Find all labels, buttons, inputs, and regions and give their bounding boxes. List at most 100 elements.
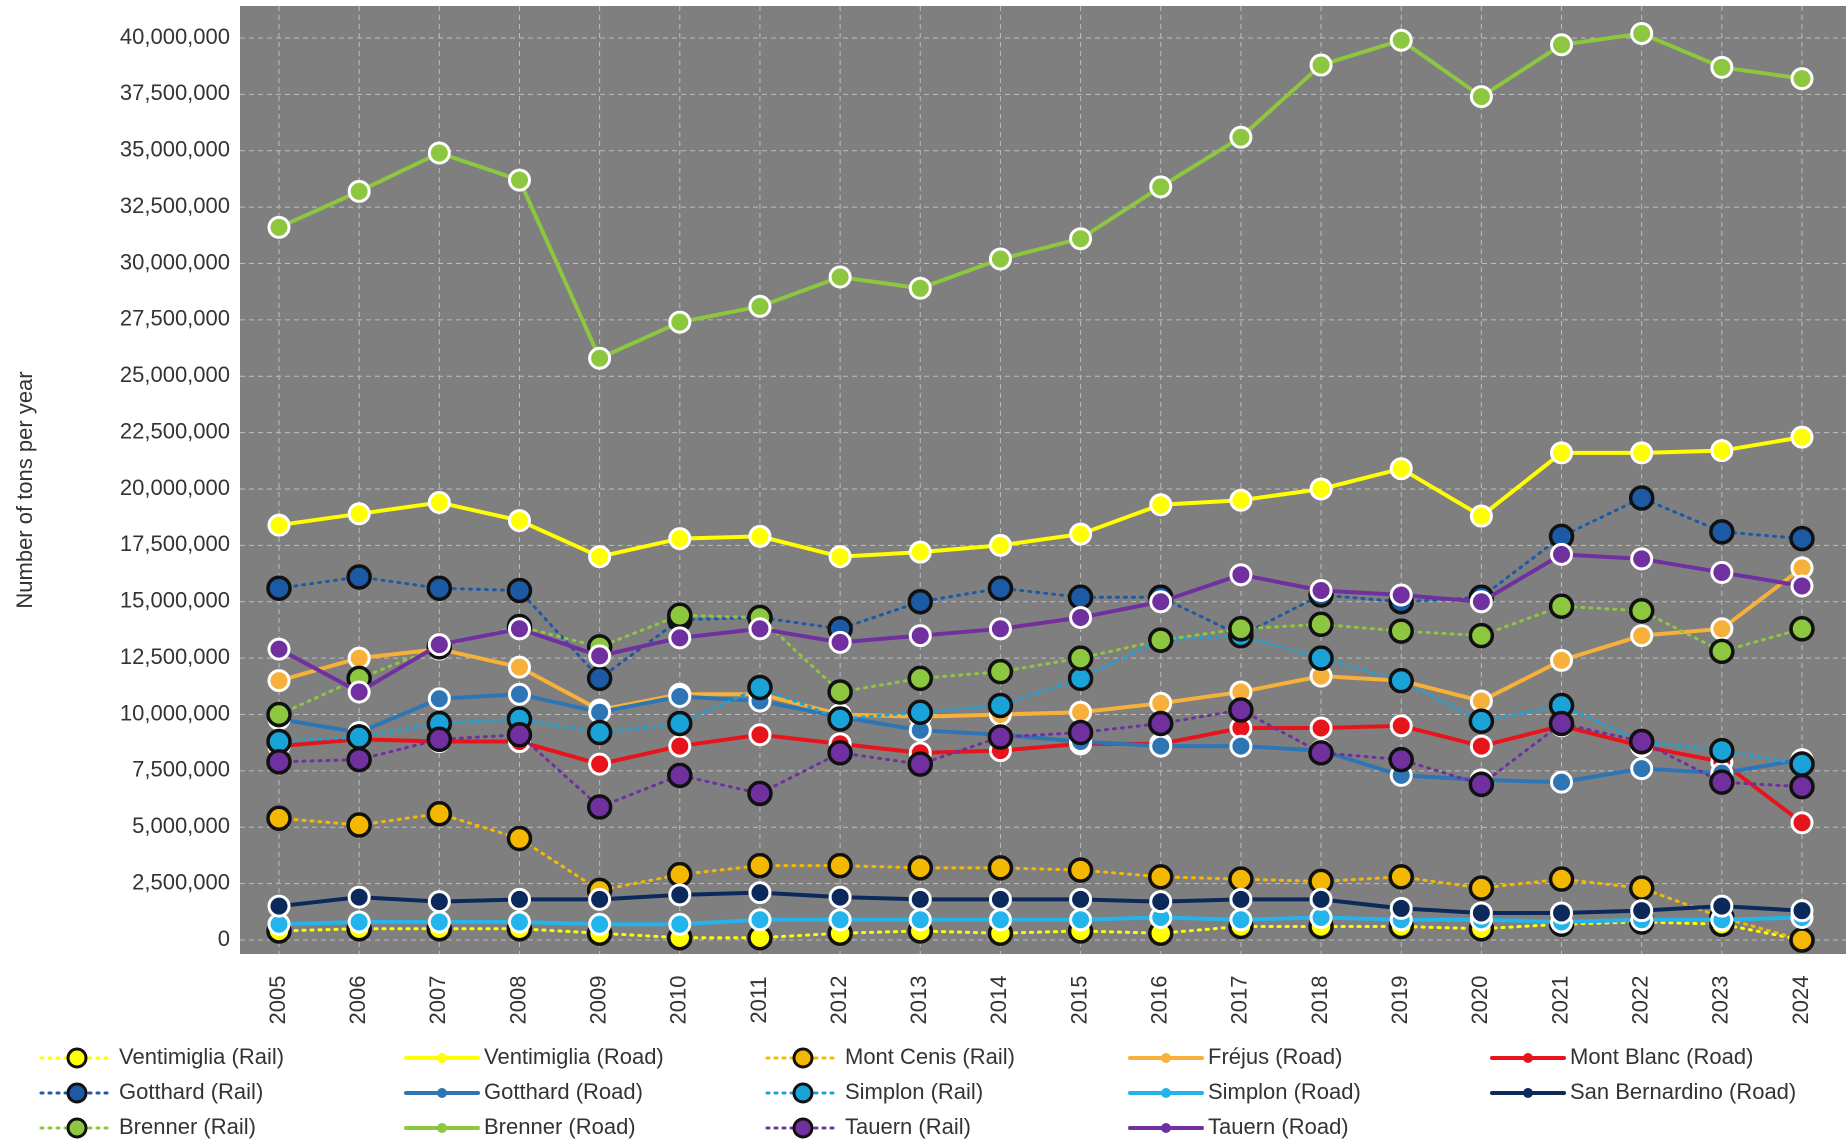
- rail-marker: [426, 575, 453, 601]
- road-marker: [1469, 590, 1493, 614]
- road-marker: [347, 179, 371, 203]
- rail-marker: [506, 825, 533, 852]
- road-marker: [668, 310, 692, 334]
- road-marker: [588, 644, 612, 668]
- road-marker: [1469, 85, 1493, 109]
- road-marker: [347, 646, 371, 670]
- road-marker: [988, 247, 1012, 271]
- rail-marker: [1228, 616, 1254, 642]
- y-tick-label: 0: [218, 926, 230, 951]
- x-tick-label: 2010: [666, 976, 691, 1025]
- legend-marker: [437, 1123, 447, 1133]
- rail-marker: [747, 674, 773, 701]
- road-marker: [507, 910, 531, 934]
- x-tick-label: 2020: [1467, 976, 1492, 1025]
- rail-marker: [1628, 875, 1655, 901]
- rail-marker: [426, 800, 453, 827]
- road-marker: [267, 894, 291, 918]
- legend-marker: [66, 1082, 88, 1104]
- road-marker: [427, 633, 451, 657]
- legend-label: Gotthard (Rail): [119, 1079, 263, 1104]
- series-line: [277, 812, 1804, 942]
- road-marker: [507, 682, 531, 706]
- road-marker: [267, 513, 291, 537]
- road-marker: [1309, 477, 1333, 501]
- rail-marker: [506, 722, 533, 748]
- road-marker: [748, 617, 772, 641]
- road-marker: [1229, 125, 1253, 149]
- rail-marker: [426, 726, 453, 753]
- legend-label: Ventimiglia (Road): [484, 1044, 664, 1069]
- road-marker: [1469, 689, 1493, 713]
- road-marker: [828, 545, 852, 569]
- rail-marker: [1147, 710, 1174, 737]
- y-tick-label: 17,500,000: [120, 531, 230, 556]
- road-marker: [1790, 425, 1814, 449]
- road-marker: [828, 885, 852, 909]
- series: [266, 593, 1815, 728]
- rail-marker: [266, 575, 292, 601]
- rail-marker: [1548, 710, 1575, 737]
- road-marker: [1069, 522, 1093, 546]
- road-marker: [588, 700, 612, 724]
- rail-marker: [907, 751, 934, 777]
- rail-marker: [1388, 746, 1414, 773]
- road-marker: [427, 890, 451, 914]
- series: [267, 542, 1814, 704]
- road-marker: [1630, 21, 1654, 45]
- road-marker: [1550, 441, 1574, 465]
- rail-marker: [1147, 627, 1174, 653]
- road-marker: [507, 168, 531, 192]
- road-marker: [1389, 896, 1413, 920]
- y-axis-label: Number of tons per year: [12, 371, 37, 608]
- road-marker: [1229, 563, 1253, 587]
- road-marker: [267, 215, 291, 239]
- rail-marker: [1789, 751, 1815, 777]
- road-marker: [347, 680, 371, 704]
- road-marker: [828, 265, 852, 289]
- road-marker: [828, 908, 852, 932]
- rail-marker: [1388, 864, 1414, 890]
- rail-marker: [1628, 728, 1655, 755]
- road-marker: [588, 545, 612, 569]
- road-marker: [1229, 488, 1253, 512]
- plot-background: [240, 6, 1846, 954]
- series-line: [277, 552, 1804, 695]
- rail-marker: [667, 762, 693, 789]
- rail-marker: [907, 699, 934, 725]
- road-marker: [988, 533, 1012, 557]
- legend-marker: [1161, 1123, 1171, 1133]
- x-tick-label: 2006: [345, 976, 370, 1025]
- rail-marker: [1067, 584, 1094, 610]
- legend-marker: [66, 1047, 88, 1069]
- road-marker: [908, 540, 932, 564]
- road-marker: [1469, 901, 1493, 925]
- road-marker: [1550, 542, 1574, 566]
- road-marker: [347, 502, 371, 526]
- rail-marker: [747, 780, 773, 807]
- series-line: [277, 890, 1804, 915]
- rail-marker: [1308, 611, 1334, 638]
- x-tick-label: 2024: [1788, 976, 1813, 1025]
- rail-marker: [827, 706, 853, 732]
- rail-marker: [747, 852, 773, 879]
- rail-marker: [827, 740, 853, 766]
- road-marker: [1309, 716, 1333, 740]
- rail-marker: [987, 658, 1014, 685]
- road-marker: [1630, 757, 1654, 781]
- road-marker: [1550, 648, 1574, 672]
- road-marker: [1229, 887, 1253, 911]
- y-tick-label: 32,500,000: [120, 193, 230, 218]
- y-tick-label: 20,000,000: [120, 475, 230, 500]
- road-marker: [1069, 887, 1093, 911]
- rail-marker: [1789, 927, 1815, 953]
- x-tick-label: 2011: [746, 976, 771, 1023]
- y-tick-label: 25,000,000: [120, 362, 230, 387]
- y-tick-label: 30,000,000: [120, 249, 230, 274]
- road-marker: [1630, 441, 1654, 465]
- series-line: [277, 920, 1804, 942]
- road-marker: [668, 734, 692, 758]
- x-tick-label: 2022: [1627, 976, 1652, 1025]
- rail-marker: [1789, 773, 1815, 800]
